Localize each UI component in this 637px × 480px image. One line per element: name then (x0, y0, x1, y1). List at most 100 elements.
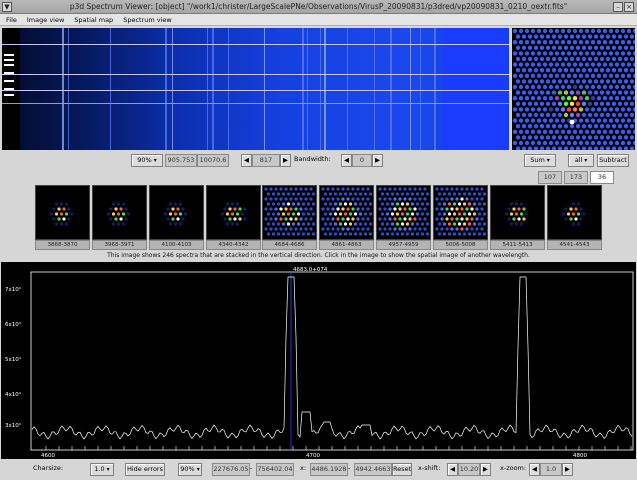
fiber-spot (620, 107, 626, 112)
thumbnail-fiber (413, 197, 417, 201)
xshift-field[interactable]: 10.20 (458, 463, 480, 476)
xzoom-field[interactable]: 1.0 (540, 463, 562, 476)
thumbnail-fiber (64, 222, 69, 226)
wavelength-thumbnail[interactable] (319, 185, 374, 240)
subtract-button[interactable]: Subtract (597, 154, 629, 167)
minimize-icon[interactable]: – (613, 2, 623, 12)
fiber-spot (518, 140, 524, 146)
fiber-spot (533, 146, 539, 151)
bandwidth-field[interactable]: 0 (352, 154, 372, 167)
field-a[interactable]: 107 (538, 171, 562, 184)
hide-errors-button[interactable]: Hide errors (125, 463, 165, 476)
fiber-spot (533, 112, 539, 118)
wavelength-thumbnail[interactable] (490, 185, 545, 240)
fiber-spot (527, 68, 533, 73)
stacked-spectra-svg[interactable] (2, 28, 509, 150)
thumbnail-fiber (509, 222, 514, 226)
fiber-spot (575, 68, 581, 73)
fiber-spot (599, 146, 605, 151)
fiber-spot (578, 96, 584, 101)
spatial-map[interactable] (512, 28, 637, 151)
fiber-spot (530, 140, 536, 146)
fiber-spot (611, 68, 617, 73)
wavelength-thumbnail[interactable] (376, 185, 431, 240)
fiber-spot (521, 101, 527, 107)
spectrum-plot[interactable]: 4683.0+074 7x10⁴ 6x10⁴ 5x10⁴ 4x10⁴ 3x10⁴… (1, 262, 636, 459)
fiber-spot (563, 34, 569, 39)
wavelength-thumbnail[interactable] (35, 185, 90, 240)
close-icon[interactable]: × (624, 2, 634, 12)
fiber-spot (515, 34, 521, 39)
thumbnail-fiber (437, 192, 442, 196)
wavelength-thumbnail[interactable] (149, 185, 204, 240)
fiber-spot (578, 107, 584, 112)
fiber-spot (599, 68, 605, 73)
thumbnail-fiber (393, 217, 397, 221)
spatial-map-svg[interactable] (512, 28, 637, 151)
bandwidth-increase-button[interactable]: ▶ (372, 154, 383, 167)
all-select[interactable]: all (568, 154, 594, 167)
x-axis-ticks: 4600 4700 4800 (41, 453, 587, 459)
xshift-decrease-button[interactable]: ◀ (447, 463, 458, 476)
wavelength-thumbnail[interactable] (433, 185, 488, 240)
thumbnail-fiber (455, 207, 459, 211)
window-menu-icon[interactable]: ▼ (2, 2, 12, 12)
menu-spectrum-view[interactable]: Spectrum view (123, 16, 172, 24)
thumbnail-fiber (284, 207, 288, 211)
thumbnail-fiber (437, 222, 442, 226)
xzoom-increase-button[interactable]: ▶ (562, 463, 573, 476)
xmin-field[interactable]: 4486.1928 (310, 463, 348, 476)
xmax-field[interactable]: 4942.4663 (354, 463, 392, 476)
next-spectrum-button[interactable]: ▶ (280, 154, 291, 167)
bandwidth-decrease-button[interactable]: ◀ (341, 154, 352, 167)
fiber-spot (533, 124, 539, 129)
thumbnail-fiber (361, 217, 365, 221)
min-value-field[interactable]: 905.753 (165, 154, 197, 167)
sum-select[interactable]: Sum (524, 154, 556, 167)
wavelength-thumbnail[interactable] (92, 185, 147, 240)
reset-button[interactable]: Reset (392, 463, 412, 476)
field-c[interactable]: 36 (590, 171, 614, 184)
max-value-field[interactable]: 10070.6 (197, 154, 229, 167)
spectrum-plot-svg[interactable]: 4683.0+074 7x10⁴ 6x10⁴ 5x10⁴ 4x10⁴ 3x10⁴… (1, 262, 636, 459)
fiber-spot (515, 112, 521, 118)
xshift-increase-button[interactable]: ▶ (480, 463, 491, 476)
fiber-spot (512, 140, 518, 146)
fiber-spot (584, 84, 590, 90)
thumbnail-fiber (380, 192, 385, 196)
fiber-spot (545, 124, 551, 129)
wavelength-thumbnail[interactable] (547, 185, 602, 240)
thumbnail-fiber (220, 212, 225, 216)
wavelength-thumbnail[interactable] (206, 185, 261, 240)
fiber-spot (524, 140, 530, 146)
thumbnail-fiber (163, 212, 168, 216)
thumbnail-fiber (348, 202, 353, 206)
ymax-field[interactable]: 756402.04 (256, 463, 294, 476)
thumbnail-fiber (425, 202, 430, 206)
fiber-spot (548, 96, 554, 101)
wavelength-thumbnail[interactable] (262, 185, 317, 240)
thumbnail-fiber (311, 202, 316, 206)
thumbnail-fiber (281, 222, 286, 226)
xzoom-decrease-button[interactable]: ◀ (529, 463, 540, 476)
thumbnail-fiber (467, 232, 472, 236)
field-b[interactable]: 173 (564, 171, 588, 184)
thumbnail-fiber (52, 217, 56, 221)
ymin-field[interactable]: 227676.05 (212, 463, 250, 476)
prev-spectrum-button[interactable]: ◀ (241, 154, 252, 167)
spectrum-number-field[interactable]: 817 (252, 154, 280, 167)
thumbnail-fiber (289, 227, 293, 231)
thumbnail-fiber (166, 207, 170, 211)
menu-file[interactable]: File (6, 16, 17, 24)
charsize-select[interactable]: 1.0 (90, 463, 114, 476)
fiber-spot (566, 140, 572, 146)
colortable-select[interactable]: 90% (131, 154, 163, 167)
colortable2-select[interactable]: 90% (178, 463, 202, 476)
thumbnail-fiber (519, 202, 524, 206)
stacked-spectra-image[interactable] (2, 28, 509, 150)
thumbnail-fiber (331, 187, 335, 191)
menu-spatial-map[interactable]: Spatial map (74, 16, 114, 24)
thumbnail-fiber (168, 212, 173, 216)
menu-image-view[interactable]: Image view (26, 16, 65, 24)
thumbnail-fiber (507, 207, 511, 211)
